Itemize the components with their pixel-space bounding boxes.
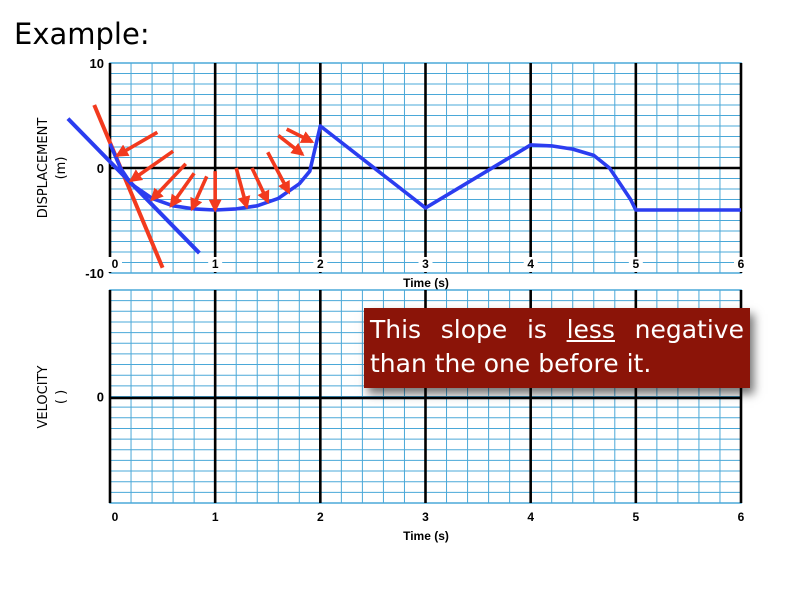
x-tick-label-bg [734,257,748,272]
callout-word: slope [440,315,508,344]
callout-line-2: than the one before it. [370,349,652,378]
x-tick-label: 3 [422,257,429,271]
x-axis-label: Time (s) [403,529,449,543]
slide-title: Example: [14,17,150,51]
x-tick-label: 2 [317,257,324,271]
x-tick-label: 6 [738,257,745,271]
slope-arrow [234,167,251,210]
x-tick-label-bg [418,257,433,272]
slope-arrow [128,149,175,183]
y-axis-unit: ( ) [54,390,69,404]
x-tick-label: 1 [212,510,219,524]
callout-emphasis: less [566,315,615,344]
displacement-curve [108,124,741,212]
x-tick-label: 3 [422,510,429,524]
y-axis-label: DISPLACEMENT [36,118,51,219]
slope-arrow [250,167,270,204]
slope-arrow [285,127,315,144]
callout-box: This slope is less negative than the one… [364,308,750,388]
x-axis-label: Time (s) [403,276,449,290]
x-tick-label: 4 [527,257,534,271]
x-tick-label-bg [108,257,122,272]
x-tick-label-bg [628,257,643,272]
callout-word: is [526,315,547,344]
slope-arrow [169,172,196,208]
chart-panel-1: DISPLACEMENT (m) 10 0 -10 0 1 2 3 4 5 6 Time (s) [36,56,748,290]
callout-line-1: This slope is less negative [370,313,744,347]
x-tick-label-bg [523,257,538,272]
slope-arrow [277,134,305,156]
y-tick-label: 10 [90,56,104,71]
chart-panel-2: VELOCITY( ) 0 0 1 2 3 4 5 6 Time (s) [36,289,745,543]
slope-arrow [150,162,188,202]
y-tick-label: 0 [97,161,104,176]
callout-word: This [370,315,422,344]
x-tick-label: 1 [212,257,219,271]
slope-arrow [266,151,291,195]
y-tick-label: -10 [85,266,104,281]
y-tick-label: 0 [97,390,104,405]
x-tick-label: 2 [317,510,324,524]
x-tick-label-bg [208,257,223,272]
tangent-line-red [92,104,165,269]
x-tick-label: 4 [527,510,534,524]
x-tick-label: 6 [738,510,745,524]
slope-arrow [190,175,209,212]
slope-arrow [115,130,159,157]
y-axis-unit: (m) [54,157,69,180]
callout-word: negative [634,315,744,344]
x-tick-label: 0 [112,510,119,524]
y-axis-label: VELOCITY [36,365,51,428]
x-tick-label: 5 [632,257,639,271]
x-tick-label-bg [313,257,328,272]
x-tick-label: 0 [112,257,119,271]
x-tick-label: 5 [632,510,639,524]
